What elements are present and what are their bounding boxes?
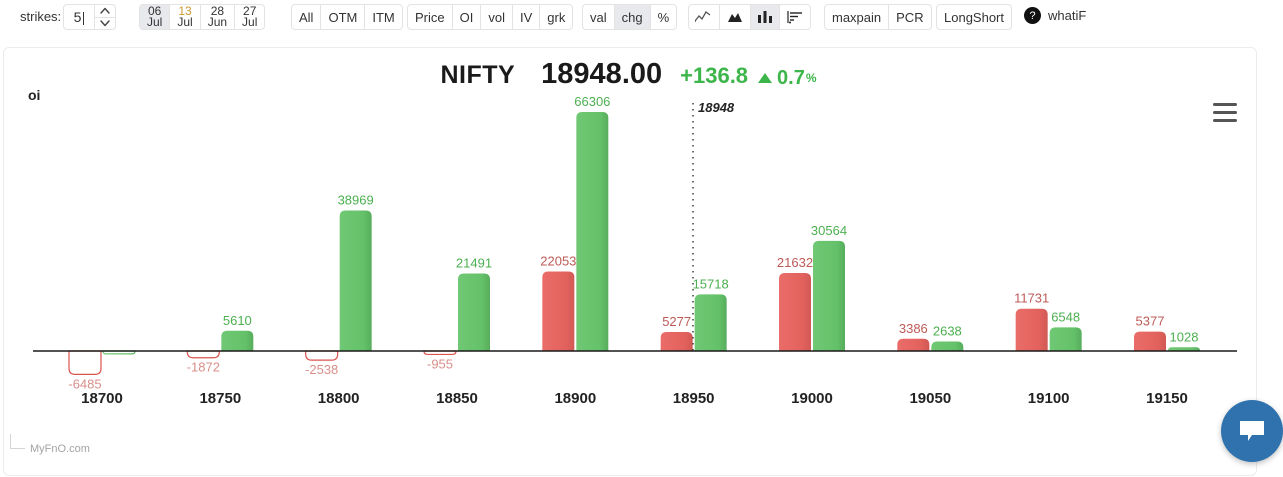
svg-text:11731: 11731 [1014, 291, 1049, 306]
svg-text:18700: 18700 [81, 390, 123, 407]
svg-text:-955: -955 [427, 356, 453, 371]
svg-text:18948: 18948 [698, 100, 735, 115]
svg-text:30564: 30564 [811, 223, 847, 238]
svg-text:22053: 22053 [540, 254, 576, 269]
svg-text:15718: 15718 [693, 276, 729, 291]
svg-text:3386: 3386 [899, 321, 928, 336]
svg-text:5277: 5277 [662, 314, 691, 329]
svg-text:66306: 66306 [574, 94, 610, 109]
svg-text:18950: 18950 [673, 390, 715, 407]
svg-text:1028: 1028 [1170, 329, 1199, 344]
svg-text:-2538: -2538 [305, 362, 338, 377]
svg-text:5377: 5377 [1136, 314, 1165, 329]
svg-text:18750: 18750 [199, 390, 241, 407]
svg-text:18800: 18800 [318, 390, 360, 407]
svg-text:18850: 18850 [436, 390, 478, 407]
svg-text:2638: 2638 [933, 323, 962, 338]
svg-text:18900: 18900 [554, 390, 596, 407]
svg-text:19150: 19150 [1146, 390, 1188, 407]
svg-text:5610: 5610 [223, 313, 252, 328]
svg-text:21491: 21491 [456, 256, 492, 271]
svg-text:19000: 19000 [791, 390, 833, 407]
svg-text:21632: 21632 [777, 255, 813, 270]
svg-text:19050: 19050 [909, 390, 951, 407]
svg-text:6548: 6548 [1051, 309, 1080, 324]
svg-text:19100: 19100 [1028, 390, 1070, 407]
svg-text:38969: 38969 [338, 193, 374, 208]
svg-text:-1872: -1872 [187, 360, 220, 375]
